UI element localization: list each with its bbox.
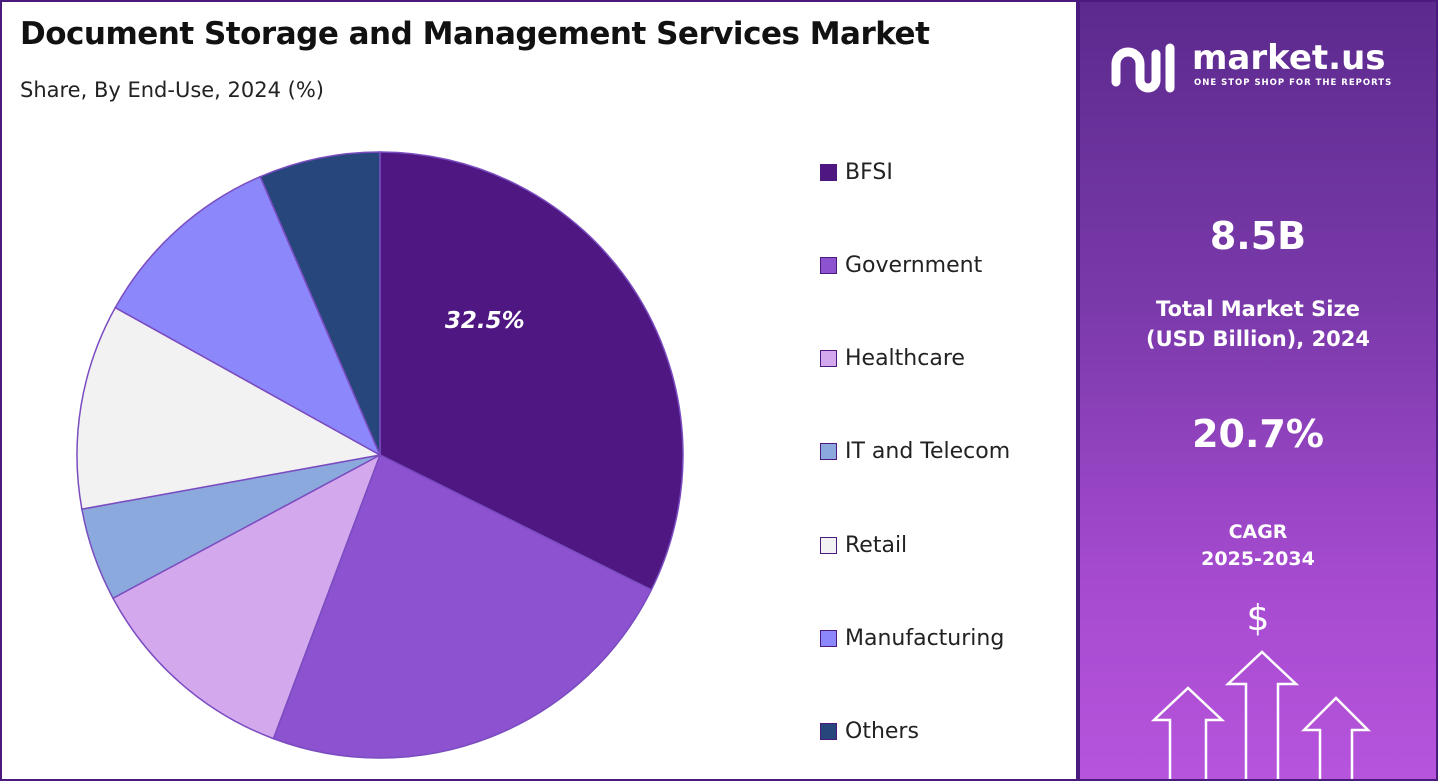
- brand-name: market.us: [1192, 38, 1386, 78]
- chart-subtitle: Share, By End-Use, 2024 (%): [20, 78, 324, 102]
- pie-slice-retail: [76, 306, 383, 511]
- legend-swatch: [820, 536, 837, 554]
- cagr-label-line2: 2025-2034: [1201, 548, 1315, 570]
- legend-label: Manufacturing: [845, 626, 1005, 651]
- legend-item-it-and-telecom: IT and Telecom: [820, 432, 1010, 472]
- dollar-icon: $: [1246, 598, 1270, 639]
- legend-swatch: [820, 256, 837, 274]
- pie-slice-healthcare: [111, 453, 382, 740]
- pie-slice-others: [259, 151, 381, 456]
- chart-panel: Document Storage and Management Services…: [0, 0, 1078, 781]
- legend-label: Government: [845, 252, 983, 278]
- legend-item-retail: Retail: [820, 525, 907, 565]
- summary-sidebar: market.us ONE STOP SHOP FOR THE REPORTS …: [1078, 0, 1438, 781]
- brand: market.us ONE STOP SHOP FOR THE REPORTS: [1108, 36, 1418, 100]
- chart-title: Document Storage and Management Services…: [20, 16, 930, 52]
- legend-swatch: [820, 350, 837, 368]
- legend-label: BFSI: [845, 159, 893, 185]
- legend-label: Others: [845, 719, 919, 745]
- legend-item-bfsi: BFSI: [820, 152, 893, 192]
- pie-data-label: 32.5%: [445, 308, 525, 334]
- cagr-label-line1: CAGR: [1228, 521, 1288, 543]
- legend-label: Retail: [845, 532, 908, 558]
- growth-arrows-icon: [1150, 650, 1372, 779]
- legend-swatch: [820, 723, 837, 741]
- market-us-logo-icon: [1111, 43, 1175, 93]
- legend-item-manufacturing: Manufacturing: [820, 619, 1004, 659]
- legend-swatch: [820, 163, 837, 181]
- pie-slice-manufacturing: [114, 175, 382, 457]
- market-size-value: 8.5B: [1209, 214, 1307, 258]
- legend-swatch: [820, 443, 837, 461]
- pie-slice-government: [272, 453, 653, 759]
- market-size-label-line2: (USD Billion), 2024: [1145, 327, 1371, 351]
- brand-tagline: ONE STOP SHOP FOR THE REPORTS: [1194, 78, 1393, 88]
- legend-swatch: [820, 630, 837, 647]
- pie-chart: 32.5%: [76, 151, 684, 759]
- legend-label: IT and Telecom: [845, 439, 1011, 465]
- legend-item-healthcare: Healthcare: [820, 339, 965, 379]
- pie-slice-bfsi: [379, 151, 684, 591]
- legend-item-others: Others: [820, 712, 919, 752]
- legend-label: Healthcare: [845, 346, 965, 372]
- cagr-value: 20.7%: [1192, 412, 1324, 456]
- market-size-label-line1: Total Market Size: [1156, 297, 1360, 321]
- legend-item-government: Government: [820, 245, 982, 285]
